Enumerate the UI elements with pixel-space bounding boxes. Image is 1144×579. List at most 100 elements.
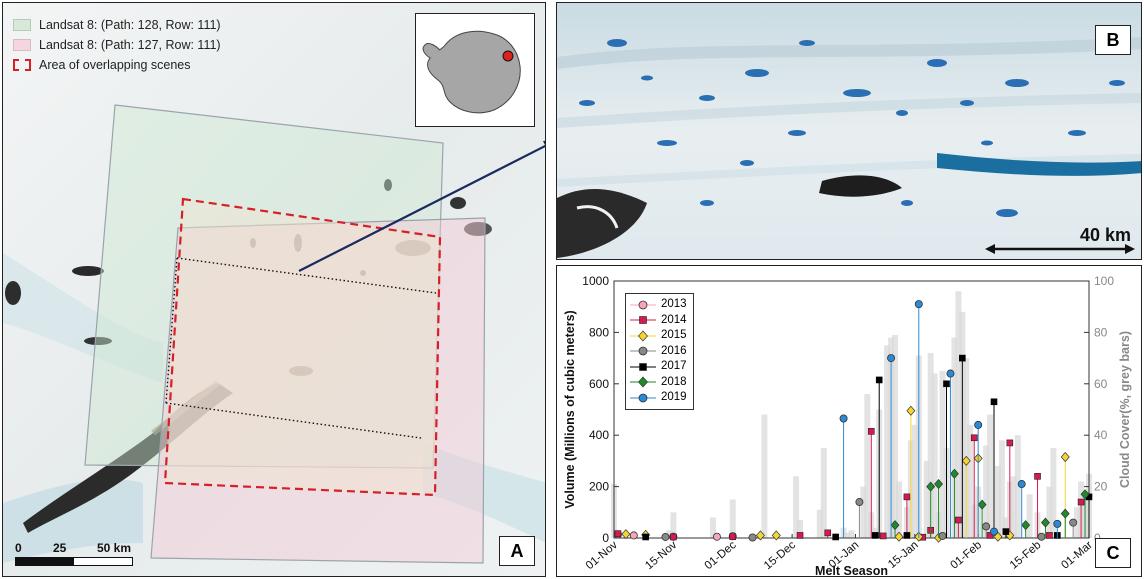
antarctica-map-icon [422, 30, 521, 114]
y-tick-label: 0 [602, 531, 609, 545]
cloud-cover-bar [967, 424, 974, 538]
panel-letter-b: B [1095, 25, 1131, 55]
pink-swatch-icon [13, 39, 31, 51]
scale-label-0: 0 [15, 541, 22, 555]
y-tick-label: 600 [589, 377, 609, 391]
cloud-cover-bar [987, 414, 994, 538]
legend-entry: 2018 [630, 375, 687, 391]
scale-label-25: 25 [53, 541, 67, 555]
cloud-cover-bar [931, 373, 938, 538]
data-point [1034, 473, 1041, 480]
cloud-cover-bar [1010, 476, 1017, 538]
cloud-cover-bar [1050, 448, 1057, 538]
data-point [906, 405, 916, 416]
legend-marker-icon [630, 393, 656, 403]
data-point [1006, 439, 1014, 447]
cloud-cover-bar [666, 530, 673, 538]
antarctica-inset-map [415, 13, 535, 127]
cloud-cover-bar [816, 509, 823, 538]
data-point [1037, 532, 1046, 541]
cloud-cover-bar [1026, 494, 1033, 538]
data-point [748, 533, 757, 542]
data-point [961, 455, 971, 466]
y-tick-label: 1000 [582, 274, 609, 288]
data-point [1046, 532, 1053, 539]
cloud-cover-bar [860, 486, 867, 538]
data-point [946, 369, 955, 378]
data-point [977, 499, 987, 510]
panel-a-map: Landsat 8: (Path: 128, Row: 111) Landsat… [2, 2, 546, 577]
panel-c-chart: 0200400600800100002040608010001-Nov15-No… [556, 265, 1142, 577]
data-point [1060, 452, 1070, 463]
data-point [1080, 489, 1090, 500]
data-point [670, 533, 677, 541]
cloud-cover-bar [927, 352, 934, 538]
cloud-cover-bar [797, 520, 804, 538]
legend-label: Landsat 8: (Path: 128, Row: 111) [39, 18, 221, 32]
data-point [796, 532, 804, 539]
cloud-cover-bar [793, 476, 800, 538]
cloud-cover-bar [1046, 486, 1053, 538]
data-point [934, 479, 944, 490]
data-point [712, 532, 721, 541]
legend-entry: 2017 [630, 359, 687, 375]
data-point [959, 354, 966, 362]
data-point [903, 493, 911, 501]
legend-entry: 2013 [630, 297, 687, 313]
data-point [629, 531, 638, 540]
cloud-cover-bar [896, 481, 902, 538]
data-point [1017, 480, 1026, 489]
data-point [867, 428, 875, 435]
cloud-cover-bar [844, 532, 851, 538]
data-point [1077, 498, 1085, 506]
legend-entry: 2019 [630, 390, 687, 406]
cloud-cover-bar [1014, 435, 1021, 538]
cloud-cover-bar [939, 370, 946, 538]
data-point [955, 516, 962, 524]
data-point [914, 300, 923, 309]
data-point [824, 529, 832, 537]
legend-marker-icon [630, 316, 656, 325]
data-point [1040, 517, 1050, 528]
legend-label: 2017 [661, 360, 687, 372]
cloud-cover-bar [761, 414, 768, 538]
data-point [989, 527, 998, 536]
data-point [990, 398, 998, 406]
data-point [855, 498, 864, 507]
data-point [938, 531, 947, 540]
cloud-cover-bar [963, 358, 970, 538]
data-point [771, 530, 781, 541]
y-tick-label: 400 [589, 428, 609, 442]
scale-bar-a: 0 25 50 km [15, 541, 175, 566]
legend-label: 2019 [661, 391, 687, 403]
data-point [1053, 519, 1062, 528]
cloud-cover-bar [983, 445, 990, 538]
data-point [871, 532, 879, 539]
x-tick-label: 15-Nov [643, 539, 679, 572]
data-point [661, 532, 670, 541]
legend-label: Landsat 8: (Path: 127, Row: 111) [39, 38, 221, 52]
map-legend: Landsat 8: (Path: 128, Row: 111) Landsat… [13, 15, 221, 75]
data-point [642, 533, 649, 541]
legend-label: 2018 [661, 375, 687, 388]
data-point [903, 532, 911, 539]
legend-item-path127: Landsat 8: (Path: 127, Row: 111) [13, 35, 221, 55]
data-point [839, 414, 848, 423]
y-axis-label: Volume (Millions of cubic meters) [563, 310, 577, 508]
cloud-cover-bar [892, 334, 899, 538]
data-point [755, 530, 765, 541]
legend-label: Area of overlapping scenes [39, 58, 191, 72]
data-point [890, 520, 900, 531]
plot-frame [613, 280, 1090, 539]
y-right-tick-label: 20 [1094, 480, 1108, 494]
x-axis-label: Melt Season [815, 564, 888, 577]
data-point [1002, 528, 1010, 535]
data-point [621, 529, 631, 540]
x-tick-label: 01-Mar [1059, 539, 1095, 572]
data-point [974, 420, 983, 429]
cloud-cover-bar [955, 291, 962, 538]
data-point [875, 376, 883, 384]
legend-label: 2014 [661, 313, 687, 326]
panel-b-melt-ponds: B 40 km [556, 2, 1142, 260]
data-point [894, 531, 904, 542]
